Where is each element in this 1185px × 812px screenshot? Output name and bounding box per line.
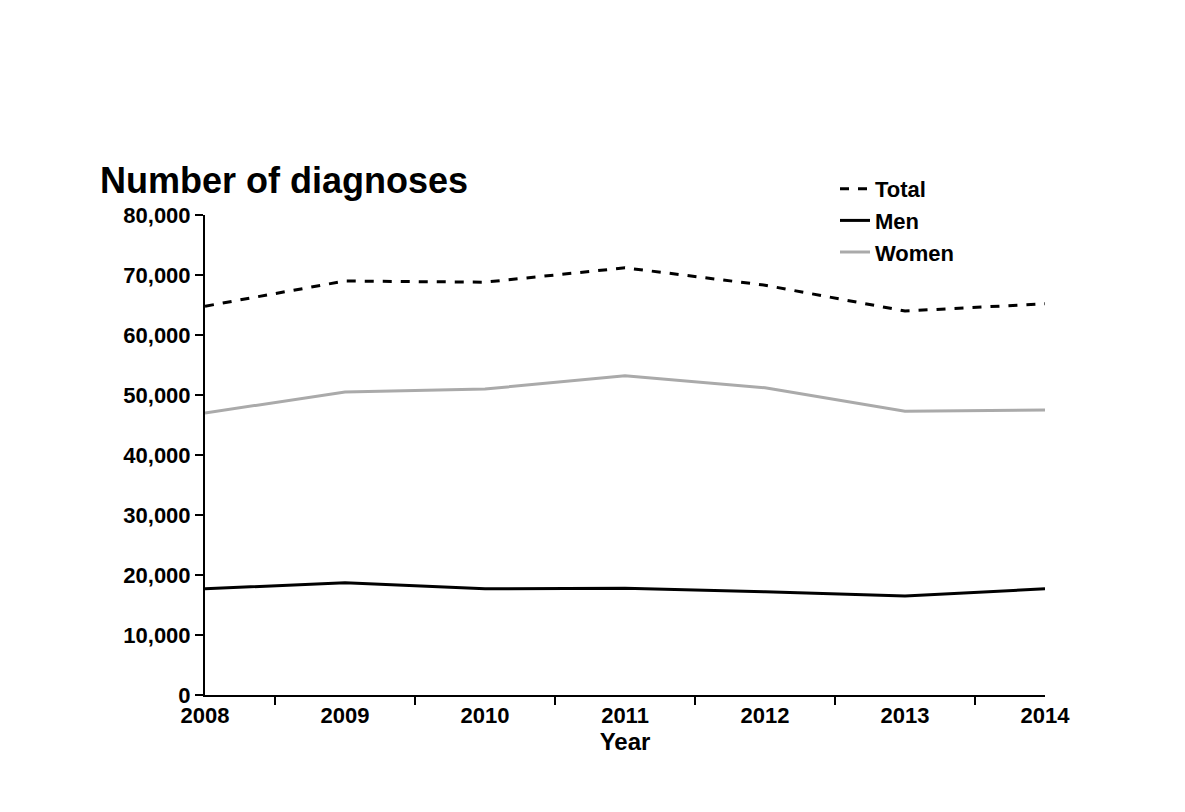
svg-text:0: 0 (178, 683, 190, 708)
svg-text:2010: 2010 (461, 703, 510, 728)
svg-text:30,000: 30,000 (123, 503, 190, 528)
svg-text:40,000: 40,000 (123, 443, 190, 468)
svg-text:2012: 2012 (741, 703, 790, 728)
svg-text:2008: 2008 (181, 703, 230, 728)
svg-text:2009: 2009 (321, 703, 370, 728)
svg-text:2011: 2011 (601, 703, 649, 728)
svg-text:Total: Total (875, 177, 926, 202)
svg-text:Year: Year (600, 728, 651, 755)
svg-text:2013: 2013 (881, 703, 930, 728)
svg-text:80,000: 80,000 (123, 203, 190, 228)
svg-text:50,000: 50,000 (123, 383, 190, 408)
svg-text:2014: 2014 (1021, 703, 1071, 728)
svg-text:20,000: 20,000 (123, 563, 190, 588)
svg-text:60,000: 60,000 (123, 323, 190, 348)
svg-text:10,000: 10,000 (123, 623, 190, 648)
svg-text:Number of diagnoses: Number of diagnoses (100, 160, 468, 201)
svg-text:70,000: 70,000 (123, 263, 190, 288)
svg-text:Men: Men (875, 209, 919, 234)
svg-text:Women: Women (875, 241, 954, 266)
